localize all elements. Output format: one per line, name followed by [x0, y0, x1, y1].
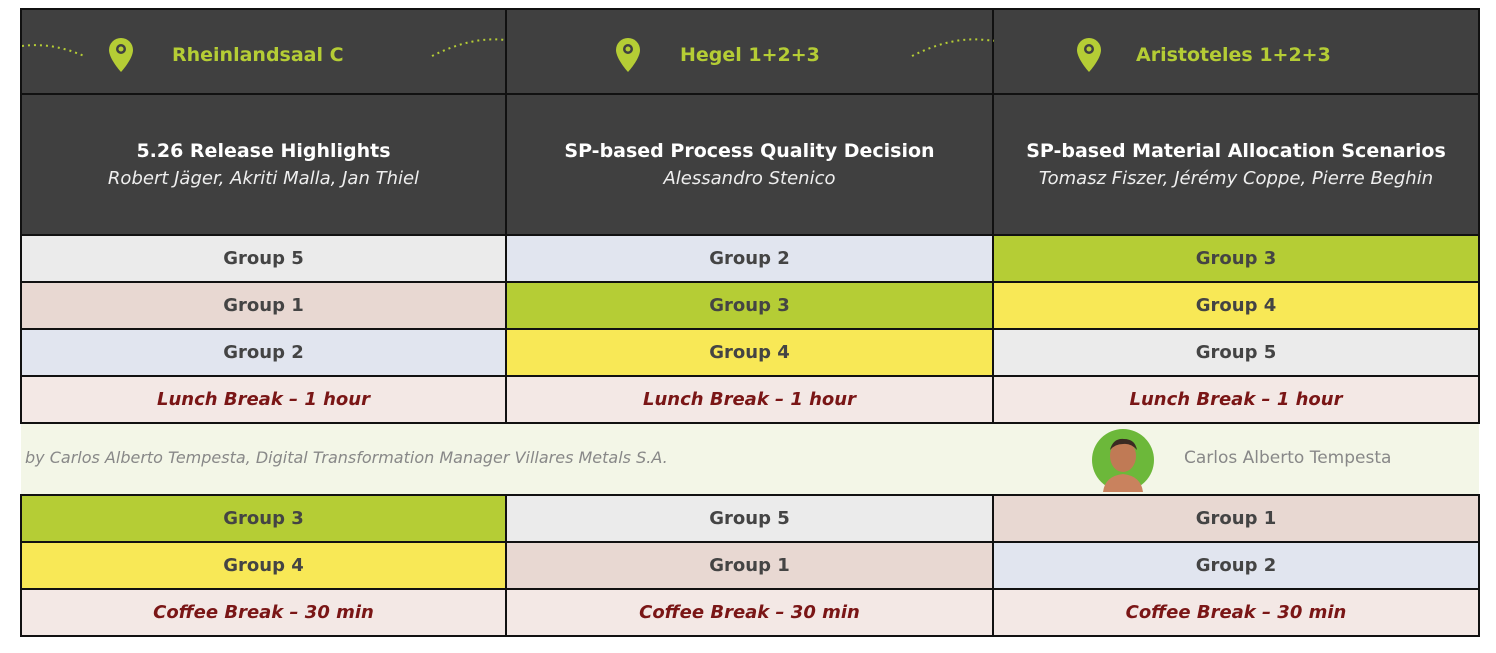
session-row: 5.26 Release Highlights Robert Jäger, Akr…	[20, 93, 1480, 236]
room-row: Rheinlandsaal C Hegel 1+2+3 Aristoteles …	[20, 8, 1480, 95]
break-cell: Lunch Break – 1 hour	[20, 375, 507, 424]
session-title: SP-based Material Allocation Scenarios	[1026, 140, 1446, 162]
group-cell: Group 5	[992, 328, 1480, 377]
group-row: Group 5 Group 2 Group 3	[20, 234, 1480, 283]
group-cell: Group 1	[20, 281, 507, 330]
room-cell: Rheinlandsaal C	[20, 8, 573, 95]
break-cell: Lunch Break – 1 hour	[505, 375, 994, 424]
pin-icon	[616, 38, 640, 72]
session-title: SP-based Process Quality Decision	[564, 140, 935, 162]
banner-cell: by Carlos Alberto Tempesta, Digital Tran…	[21, 422, 1479, 496]
group-cell: Group 4	[992, 281, 1480, 330]
dotted-arc	[911, 38, 1053, 57]
group-row: Group 4 Group 1 Group 2	[20, 541, 1480, 590]
session-title: 5.26 Release Highlights	[136, 140, 391, 162]
group-cell: Group 3	[505, 281, 994, 330]
room-name: Hegel 1+2+3	[680, 44, 820, 66]
room-name: Rheinlandsaal C	[172, 44, 344, 66]
room-name: Aristoteles 1+2+3	[1136, 44, 1331, 66]
group-row: Group 1 Group 3 Group 4	[20, 281, 1480, 330]
banner-row: by Carlos Alberto Tempesta, Digital Tran…	[21, 422, 1479, 496]
group-row: Group 3 Group 5 Group 1	[20, 494, 1480, 543]
group-cell: Group 4	[20, 541, 507, 590]
dotted-arc	[431, 38, 573, 57]
group-row: Group 2 Group 4 Group 5	[20, 328, 1480, 377]
room-cell: Hegel 1+2+3	[505, 8, 1053, 95]
schedule-table: Rheinlandsaal C Hegel 1+2+3 Aristoteles …	[20, 8, 1480, 637]
schedule: Rheinlandsaal C Hegel 1+2+3 Aristoteles …	[20, 8, 1480, 637]
room-cell: Aristoteles 1+2+3	[992, 8, 1480, 95]
break-row: Coffee Break – 30 min Coffee Break – 30 …	[20, 588, 1480, 637]
session-speakers: Robert Jäger, Akriti Malla, Jan Thiel	[107, 168, 420, 189]
break-cell: Coffee Break – 30 min	[992, 588, 1480, 637]
pin-icon	[1077, 38, 1101, 72]
break-cell: Lunch Break – 1 hour	[992, 375, 1480, 424]
group-cell: Group 3	[20, 494, 507, 543]
break-cell: Coffee Break – 30 min	[20, 588, 507, 637]
dotted-arc	[22, 44, 85, 57]
group-cell: Group 5	[20, 234, 507, 283]
group-cell: Group 5	[505, 494, 994, 543]
session-cell: 5.26 Release Highlights Robert Jäger, Akr…	[20, 93, 507, 236]
break-cell: Coffee Break – 30 min	[505, 588, 994, 637]
avatar	[1092, 429, 1154, 492]
group-cell: Group 4	[505, 328, 994, 377]
session-speakers: Alessandro Stenico	[663, 168, 836, 189]
group-cell: Group 2	[505, 234, 994, 283]
break-row: Lunch Break – 1 hour Lunch Break – 1 hou…	[20, 375, 1480, 424]
group-cell: Group 2	[992, 541, 1480, 590]
pin-icon	[109, 38, 133, 72]
speaker-name: Carlos Alberto Tempesta	[1184, 448, 1392, 468]
byline: by Carlos Alberto Tempesta, Digital Tran…	[25, 448, 668, 467]
session-cell: SP-based Process Quality Decision Alessan…	[505, 93, 994, 236]
banner: by Carlos Alberto Tempesta, Digital Tran…	[21, 424, 1479, 494]
group-cell: Group 3	[992, 234, 1480, 283]
group-cell: Group 1	[992, 494, 1480, 543]
session-speakers: Tomasz Fiszer, Jérémy Coppe, Pierre Begh…	[1038, 168, 1434, 189]
group-cell: Group 2	[20, 328, 507, 377]
session-cell: SP-based Material Allocation Scenarios To…	[992, 93, 1480, 236]
group-cell: Group 1	[505, 541, 994, 590]
